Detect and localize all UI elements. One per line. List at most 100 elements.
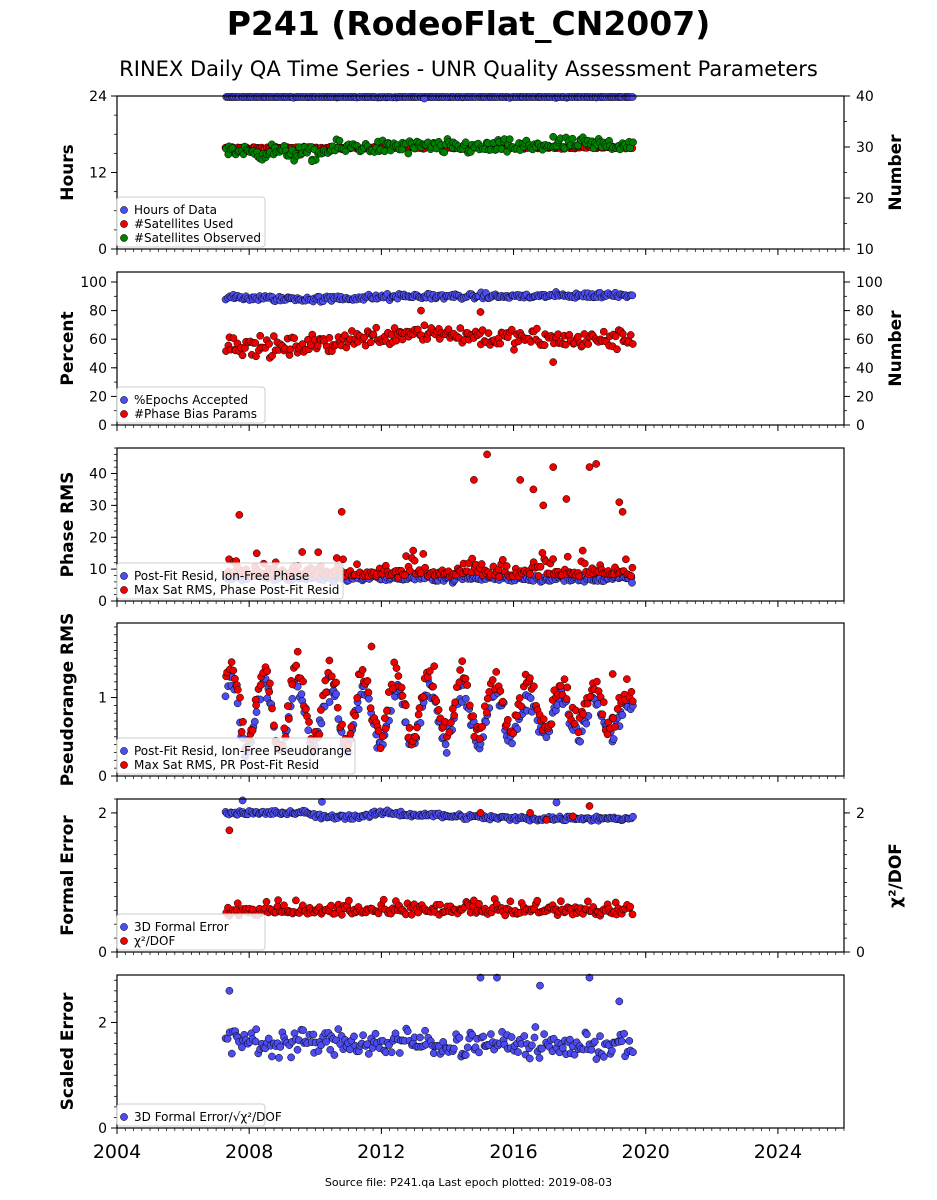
data-point (542, 816, 551, 824)
data-point (465, 701, 474, 710)
data-point (575, 572, 584, 581)
data-point (350, 1032, 358, 1041)
data-point (475, 899, 483, 908)
data-point (618, 711, 627, 719)
y-tick-label: 0 (98, 769, 107, 785)
data-point (496, 687, 505, 695)
data-point (461, 694, 470, 703)
data-point (409, 546, 418, 555)
data-point (366, 338, 375, 347)
data-point (236, 693, 244, 702)
data-point (534, 572, 543, 580)
data-point (566, 1035, 574, 1044)
data-point (252, 1025, 261, 1034)
data-point (587, 1045, 596, 1054)
data-point (229, 334, 238, 342)
data-point (505, 135, 514, 144)
y-tick-label: 0 (98, 418, 107, 434)
data-point (507, 325, 516, 334)
legend: Post-Fit Resid, Ion-Free PseudorangeMax … (116, 737, 356, 775)
legend-marker (120, 220, 128, 228)
data-point (526, 674, 534, 682)
data-point (405, 724, 414, 732)
data-point (442, 749, 451, 757)
data-point (487, 1030, 495, 1038)
data-point (314, 548, 323, 557)
data-point (346, 730, 355, 738)
data-point (252, 708, 261, 716)
data-point (288, 680, 297, 689)
data-point (476, 809, 485, 817)
data-point (580, 559, 589, 568)
data-point (378, 732, 387, 741)
data-point (599, 327, 608, 336)
data-point (592, 460, 601, 468)
data-point (536, 563, 545, 571)
data-point (514, 1048, 522, 1056)
data-point (381, 724, 390, 733)
legend-entry: %Epochs Accepted (134, 393, 248, 407)
data-point (359, 1031, 367, 1040)
data-point (299, 677, 307, 686)
y-tick-label: 30 (89, 498, 107, 514)
data-point (584, 897, 592, 906)
data-point (533, 324, 541, 333)
data-point (233, 899, 242, 908)
data-point (321, 676, 330, 685)
data-point (440, 148, 449, 157)
data-point (332, 690, 340, 698)
y-tick-label: 0 (98, 1121, 107, 1137)
data-point (463, 1043, 472, 1052)
data-point (547, 720, 556, 729)
data-point (535, 1054, 544, 1062)
data-point (528, 1041, 536, 1050)
data-point (436, 900, 444, 909)
data-point (461, 674, 470, 683)
data-point (479, 1032, 488, 1041)
data-point (520, 1032, 529, 1040)
data-point (292, 896, 300, 905)
data-point (563, 552, 572, 561)
data-point (285, 715, 293, 723)
legend-entry: Max Sat RMS, Phase Post-Fit Resid (134, 583, 339, 597)
y2-tick-label: 0 (856, 945, 865, 961)
data-point (414, 710, 423, 719)
legend-marker (120, 761, 128, 769)
data-point (549, 358, 558, 366)
data-point (287, 1053, 295, 1062)
data-point (517, 702, 526, 711)
data-point (223, 1034, 232, 1043)
data-point (366, 704, 375, 712)
data-point (238, 796, 247, 805)
legend-marker (120, 1113, 128, 1121)
data-point (613, 345, 621, 354)
data-point (492, 668, 501, 676)
data-point (463, 681, 472, 689)
data-point (358, 666, 367, 674)
data-point (339, 555, 347, 564)
data-point (560, 675, 569, 684)
data-point (417, 306, 425, 315)
data-point (268, 351, 276, 360)
data-point (586, 692, 595, 701)
y2-tick-label: 0 (856, 418, 865, 434)
data-point (585, 463, 594, 471)
y-axis-label: Phase RMS (58, 472, 78, 578)
data-point (509, 729, 518, 738)
data-point (256, 681, 265, 689)
panel-6: 0 2 Scaled Error 2004 2008 2012 2016 2020 2024 3D… (58, 973, 845, 1163)
data-point (469, 712, 478, 720)
series-5-2 (222, 802, 637, 920)
legend-marker (120, 572, 128, 580)
legend-marker (120, 206, 128, 214)
legend-box (116, 386, 266, 424)
y-tick-label: 12 (89, 166, 107, 182)
data-point (325, 698, 334, 706)
legend-entry: 3D Formal Error/√χ²/DOF (134, 1110, 282, 1124)
page-subtitle: RINEX Daily QA Time Series - UNR Quality… (119, 57, 818, 81)
legend-marker (120, 234, 128, 242)
data-point (506, 897, 515, 906)
